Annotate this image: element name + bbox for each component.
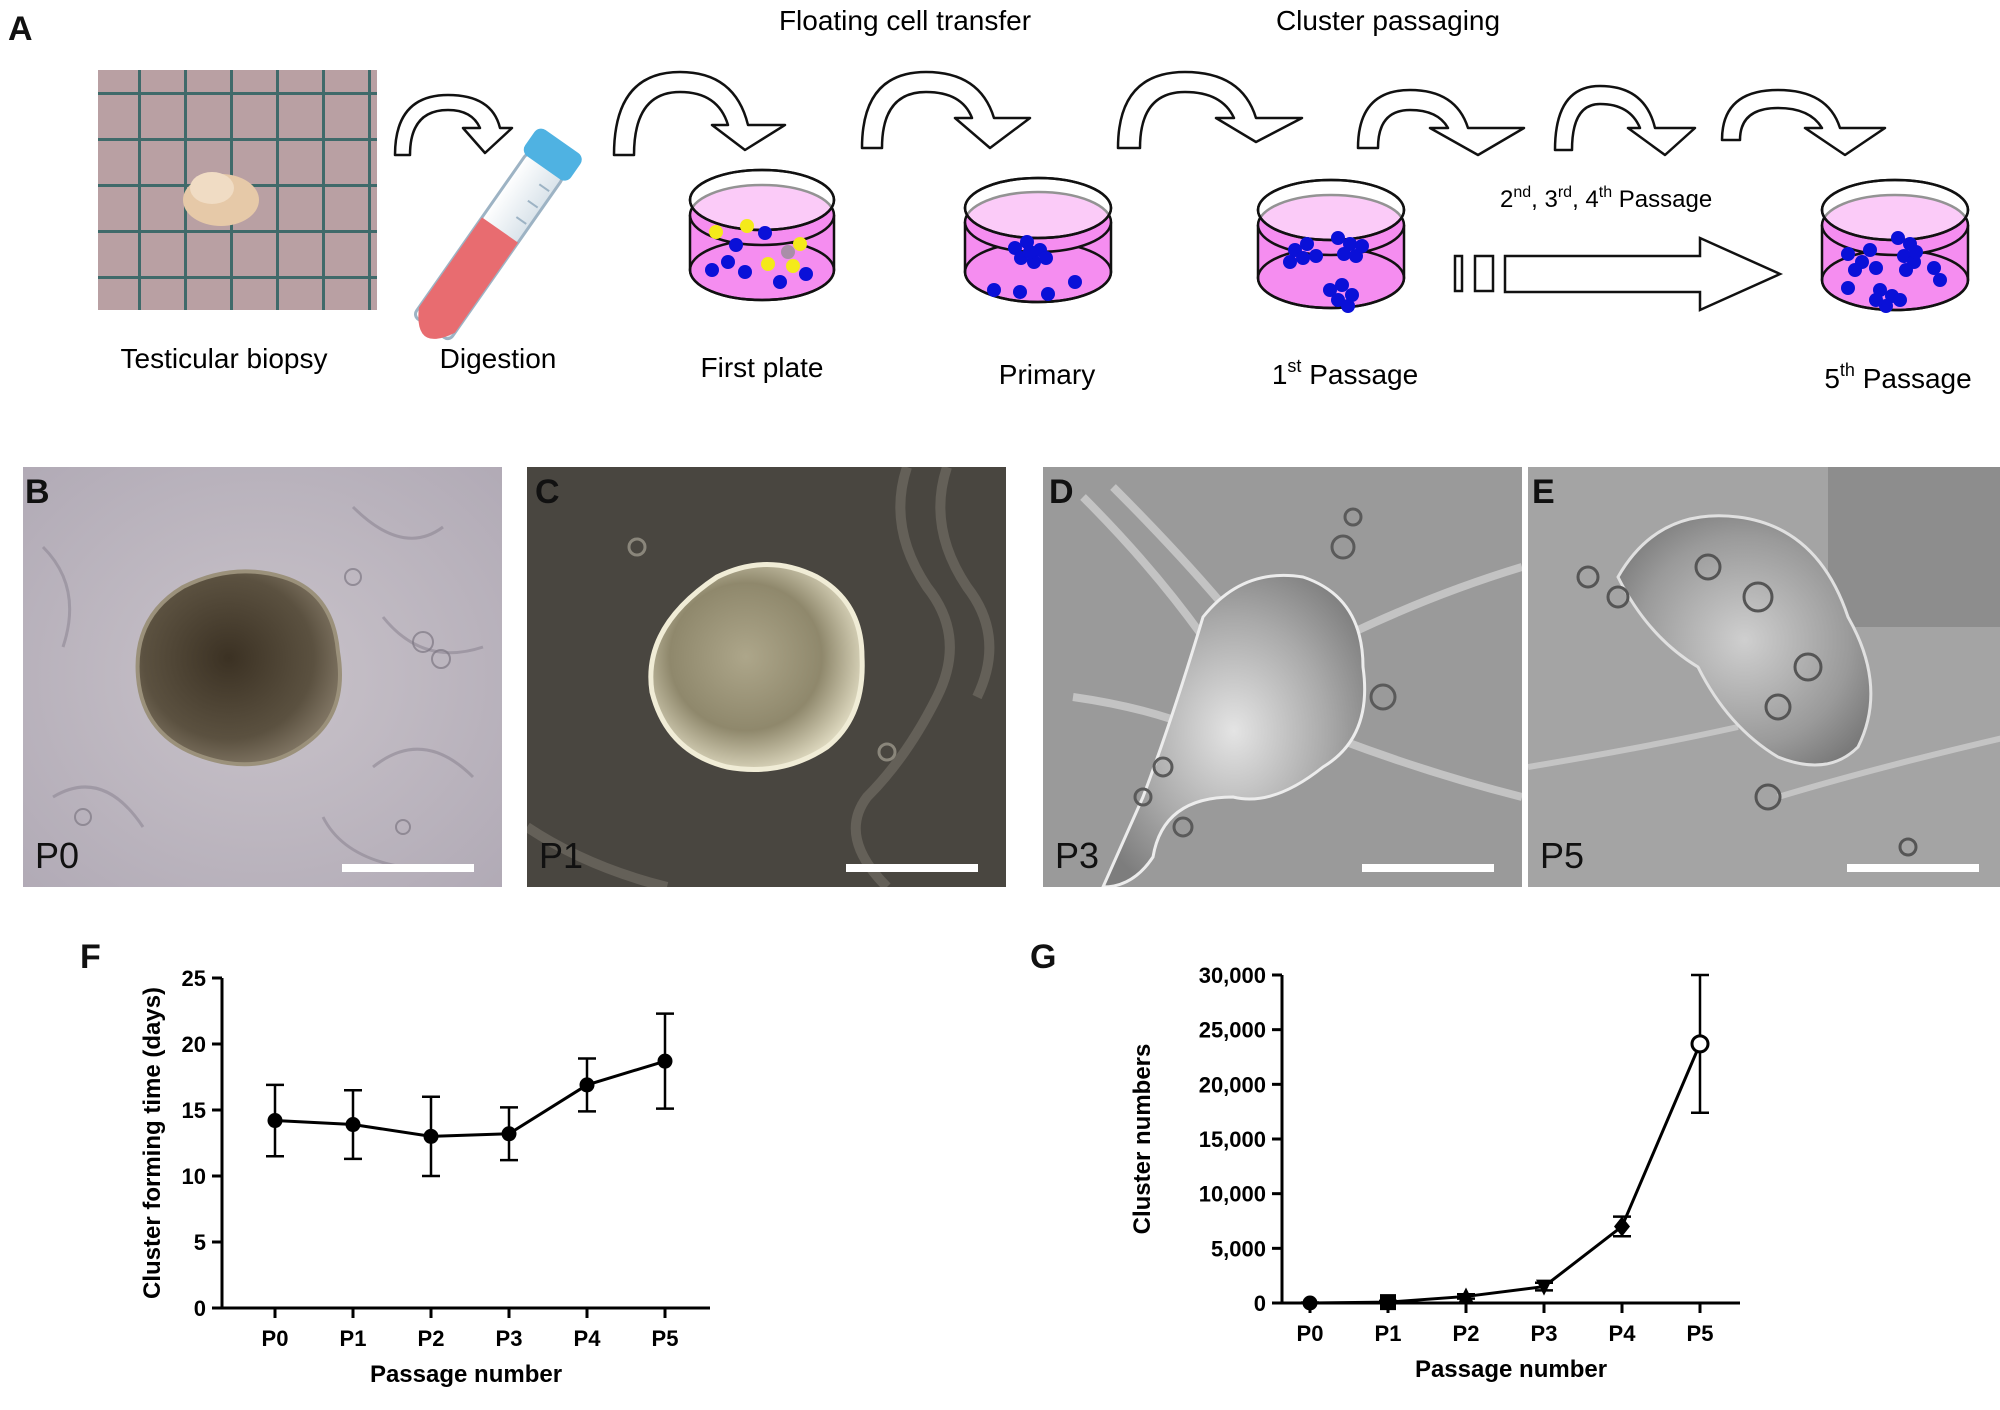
x-tick-label: P0 (262, 1326, 289, 1351)
panel-e-scale-bar (1847, 864, 1979, 872)
x-tick-label: P2 (418, 1326, 445, 1351)
curved-arrow-3-icon (860, 70, 1032, 150)
y-tick-label: 5 (194, 1230, 206, 1255)
panel-d-letter: D (1049, 473, 1074, 511)
y-tick-label: 30,000 (1199, 963, 1266, 988)
primary-dish-icon (963, 176, 1113, 304)
panel-g-letter: G (1030, 938, 1057, 976)
curved-arrow-5-icon (1356, 88, 1526, 157)
y-tick-label: 0 (194, 1296, 206, 1321)
fifth-passage-cells (1841, 231, 1947, 313)
y-tick-label: 25,000 (1199, 1018, 1266, 1043)
curved-arrow-1-icon (393, 93, 514, 157)
x-tick-label: P1 (1375, 1321, 1402, 1346)
curved-arrow-4-icon (1116, 70, 1304, 150)
curved-arrow-2-icon (612, 70, 787, 157)
data-point-5 (1690, 1034, 1710, 1054)
micrograph-e-image (1528, 467, 2000, 887)
y-tick-label: 25 (182, 966, 206, 991)
micrograph-b: B P0 (23, 467, 502, 887)
panel-c-passage-label: P1 (539, 835, 584, 876)
y-tick-label: 20 (182, 1032, 206, 1057)
panel-e-passage-label: P5 (1540, 835, 1585, 876)
digestion-tube-icon (414, 128, 582, 341)
x-axis-label: Passage number (1415, 1356, 1607, 1383)
data-point-1 (345, 1117, 361, 1133)
first-passage-label: 1st Passage (1272, 356, 1418, 390)
y-axis-label: Cluster forming time (days) (139, 987, 166, 1299)
testicular-biopsy-label: Testicular biopsy (121, 343, 328, 374)
x-tick-label: P5 (1687, 1321, 1714, 1346)
panel-b-letter: B (25, 473, 50, 511)
y-tick-label: 5,000 (1211, 1236, 1266, 1261)
first-passage-cells (1283, 231, 1369, 313)
y-tick-label: 20,000 (1199, 1072, 1266, 1097)
data-point-0 (267, 1113, 283, 1129)
micrograph-d: D P3 (1043, 467, 1522, 887)
panel-f-letter: F (80, 938, 101, 976)
panel-a-letter: A (8, 10, 33, 48)
testicular-biopsy-photo (98, 70, 377, 310)
data-point-3 (501, 1126, 517, 1142)
data-point-2 (423, 1128, 439, 1144)
passage-arrow-icon (1453, 236, 1784, 312)
fifth-passage-dish-icon (1820, 178, 1970, 312)
chart-f-cluster-forming-time: 0 5 10 15 20 25 P0 P1 P2 P3 P4 P5 Passage number Clus… (139, 966, 710, 1388)
chart-g-cluster-numbers: 0 5,000 10,000 15,000 20,000 25,000 30,000 P0 P1… (1129, 963, 1740, 1383)
panel-c-scale-bar (846, 864, 978, 872)
primary-cells (987, 235, 1082, 301)
passage-range-label: 2nd, 3rd, 4th Passage (1500, 184, 1712, 213)
x-tick-label: P5 (652, 1326, 679, 1351)
data-point-1 (1380, 1294, 1396, 1311)
curved-arrow-6-icon (1553, 84, 1697, 157)
micrograph-d-image (1043, 467, 1522, 887)
panel-d-scale-bar (1362, 864, 1494, 872)
panel-c-letter: C (535, 473, 560, 511)
panel-e-letter: E (1532, 473, 1555, 511)
fifth-passage-label: 5th Passage (1824, 360, 1971, 394)
y-tick-label: 10,000 (1199, 1182, 1266, 1207)
data-point-2 (1458, 1287, 1474, 1304)
series-line (274, 1059, 666, 1138)
data-point-3 (1536, 1279, 1552, 1296)
floating-cell-transfer-label: Floating cell transfer (779, 5, 1031, 36)
curved-arrow-7-icon (1720, 88, 1887, 157)
y-tick-label: 15,000 (1199, 1127, 1266, 1152)
first-plate-cells (705, 219, 813, 289)
x-tick-label: P0 (1297, 1321, 1324, 1346)
series-line (1309, 1043, 1702, 1305)
micrograph-c-image (527, 467, 1006, 887)
data-point-4 (579, 1077, 595, 1093)
y-tick-label: 10 (182, 1164, 206, 1189)
panel-a-diagram: Floating cell transfer Cluster passaging… (98, 5, 1972, 394)
x-tick-label: P1 (340, 1326, 367, 1351)
micrograph-c: C P1 (527, 467, 1006, 887)
panel-b-scale-bar (342, 864, 474, 872)
data-point-5 (657, 1053, 673, 1069)
first-passage-dish-icon (1256, 178, 1406, 310)
cluster-passaging-label: Cluster passaging (1276, 5, 1500, 36)
micrograph-b-image (23, 467, 502, 887)
data-point-0 (1302, 1295, 1318, 1311)
y-tick-label: 15 (182, 1098, 206, 1123)
panel-d-passage-label: P3 (1055, 835, 1100, 876)
digestion-label: Digestion (440, 343, 557, 374)
y-axis-label: Cluster numbers (1129, 1044, 1156, 1235)
data-point-4 (1614, 1216, 1630, 1237)
x-tick-label: P4 (574, 1326, 602, 1351)
primary-label: Primary (999, 359, 1095, 390)
first-plate-dish-icon (688, 168, 836, 302)
x-tick-label: P4 (1609, 1321, 1637, 1346)
panel-b-passage-label: P0 (35, 835, 80, 876)
x-axis-label: Passage number (370, 1361, 562, 1388)
first-plate-label: First plate (701, 352, 824, 383)
x-tick-label: P3 (1531, 1321, 1558, 1346)
micrograph-e: E P5 (1528, 467, 2000, 887)
y-tick-label: 0 (1254, 1291, 1266, 1316)
x-tick-label: P2 (1453, 1321, 1480, 1346)
x-tick-label: P3 (496, 1326, 523, 1351)
